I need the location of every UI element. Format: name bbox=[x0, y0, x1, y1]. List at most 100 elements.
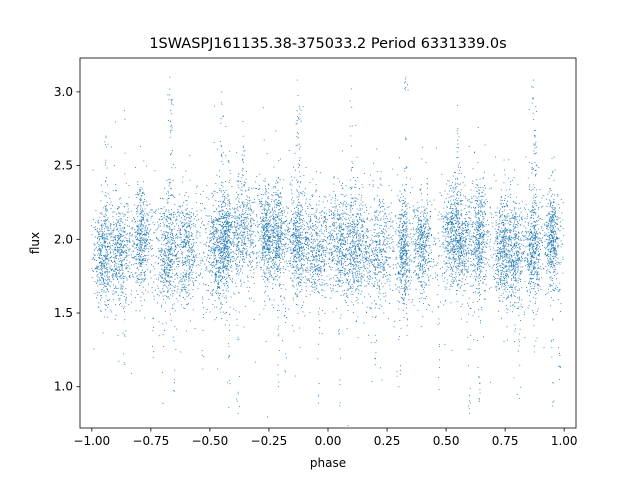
data-point bbox=[338, 213, 340, 215]
data-point bbox=[223, 262, 225, 264]
data-point bbox=[141, 262, 143, 264]
data-point bbox=[214, 306, 215, 308]
data-point bbox=[116, 268, 118, 270]
data-point bbox=[166, 238, 168, 240]
data-point bbox=[185, 242, 187, 244]
data-point bbox=[96, 297, 97, 299]
data-point bbox=[280, 272, 281, 274]
data-point bbox=[300, 234, 302, 236]
data-point bbox=[287, 212, 289, 214]
data-point bbox=[317, 243, 319, 244]
data-point bbox=[106, 288, 108, 290]
data-point bbox=[115, 121, 117, 123]
data-point bbox=[246, 220, 248, 222]
data-point bbox=[106, 247, 108, 249]
data-point bbox=[188, 237, 190, 239]
data-point bbox=[209, 292, 211, 294]
data-point bbox=[183, 288, 185, 290]
data-point bbox=[269, 216, 270, 218]
data-point bbox=[263, 229, 264, 230]
data-point bbox=[237, 217, 239, 219]
data-point bbox=[163, 291, 165, 293]
data-point bbox=[188, 231, 190, 233]
data-point bbox=[147, 220, 149, 222]
data-point bbox=[140, 249, 141, 251]
data-point bbox=[229, 241, 231, 243]
data-point bbox=[341, 219, 343, 221]
data-point bbox=[107, 143, 109, 145]
data-point bbox=[140, 146, 141, 148]
data-point bbox=[281, 252, 283, 254]
data-point bbox=[253, 272, 255, 274]
data-point bbox=[331, 229, 333, 231]
data-point bbox=[319, 265, 321, 267]
data-point bbox=[236, 246, 237, 248]
data-point bbox=[323, 270, 325, 272]
data-point bbox=[286, 260, 287, 262]
data-point bbox=[279, 236, 281, 237]
data-point bbox=[206, 259, 208, 261]
data-point bbox=[266, 234, 268, 236]
data-point bbox=[166, 249, 168, 251]
data-point bbox=[160, 306, 162, 308]
data-point bbox=[135, 272, 137, 274]
data-point bbox=[162, 290, 164, 292]
data-point bbox=[297, 277, 299, 279]
data-point bbox=[265, 340, 267, 342]
data-point bbox=[359, 285, 361, 287]
data-point bbox=[277, 254, 279, 256]
data-point bbox=[282, 284, 284, 286]
data-point bbox=[217, 368, 219, 370]
data-point bbox=[210, 233, 212, 235]
data-point bbox=[354, 224, 356, 226]
data-point bbox=[223, 272, 225, 274]
data-point bbox=[293, 228, 295, 230]
data-point bbox=[277, 225, 279, 227]
data-point bbox=[242, 253, 244, 255]
data-point bbox=[112, 236, 114, 238]
data-point bbox=[293, 228, 295, 230]
data-point bbox=[276, 222, 278, 224]
data-point bbox=[268, 250, 270, 252]
data-point bbox=[104, 254, 106, 256]
data-point bbox=[164, 281, 166, 283]
data-point bbox=[223, 240, 225, 242]
data-point bbox=[128, 185, 130, 186]
data-point bbox=[302, 254, 303, 255]
data-point bbox=[331, 252, 332, 253]
data-point bbox=[291, 203, 293, 205]
data-point bbox=[237, 256, 239, 257]
data-point bbox=[353, 226, 355, 228]
data-point bbox=[276, 204, 278, 206]
data-point bbox=[315, 217, 317, 218]
data-point bbox=[109, 233, 111, 234]
data-point bbox=[273, 216, 275, 218]
data-point bbox=[129, 261, 131, 263]
data-point bbox=[145, 225, 147, 227]
data-point bbox=[118, 249, 120, 251]
data-point bbox=[337, 277, 339, 279]
data-point bbox=[310, 242, 312, 244]
data-point bbox=[272, 239, 273, 241]
data-point bbox=[294, 236, 296, 238]
data-point bbox=[224, 265, 226, 267]
data-point bbox=[228, 228, 230, 230]
data-point bbox=[126, 255, 128, 257]
data-point bbox=[269, 245, 271, 247]
data-point bbox=[275, 257, 277, 259]
data-point bbox=[366, 235, 367, 236]
data-point bbox=[318, 218, 320, 220]
data-point bbox=[170, 243, 172, 245]
data-point bbox=[327, 252, 329, 254]
data-point bbox=[274, 257, 276, 258]
data-point bbox=[280, 248, 282, 250]
data-point bbox=[168, 253, 170, 255]
data-point bbox=[268, 222, 270, 224]
data-point bbox=[213, 236, 215, 238]
data-point bbox=[123, 277, 124, 279]
data-point bbox=[323, 216, 325, 218]
data-point bbox=[341, 235, 343, 237]
data-point bbox=[266, 230, 268, 232]
data-point bbox=[298, 254, 300, 256]
data-point bbox=[268, 220, 270, 222]
